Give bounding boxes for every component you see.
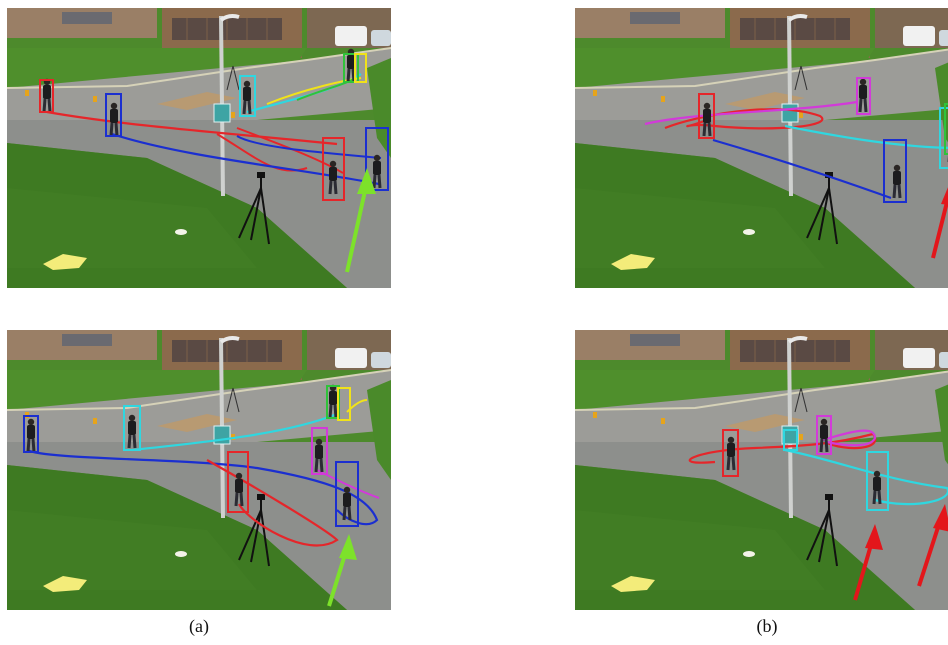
caption-a: (a) [189, 616, 209, 636]
track-box-blue [335, 461, 359, 527]
track-box-cyan [239, 75, 256, 117]
track-box-red [698, 93, 715, 139]
caption-b: (b) [756, 616, 778, 636]
track-box-cyan [783, 429, 798, 451]
track-box-magenta [311, 427, 328, 475]
track-box-red [722, 429, 739, 477]
track-box-red [227, 451, 249, 513]
scene-image [7, 8, 391, 288]
track-box-red [39, 79, 54, 113]
track-box-blue [23, 415, 39, 453]
track-box-cyan [123, 405, 141, 451]
green-arrow [345, 168, 376, 273]
track-box-red [322, 137, 345, 201]
track-box-blue [105, 93, 122, 137]
red-arrow [853, 524, 883, 601]
red-arrow [931, 187, 948, 259]
tracking-frame-b-bottom [575, 330, 948, 610]
scene-image [575, 8, 948, 288]
tracking-frame-a-bottom [7, 330, 391, 610]
track-box-green [343, 53, 359, 83]
track-box-green [944, 103, 948, 155]
track-box-yellow [354, 53, 367, 83]
track-box-magenta [856, 77, 871, 115]
track-box-blue [365, 127, 389, 191]
green-arrow [327, 534, 357, 607]
red-arrow [917, 504, 948, 587]
track-box-blue [883, 139, 907, 203]
tracking-frame-b-top [575, 8, 948, 288]
track-box-cyan [866, 451, 889, 511]
scene-image [575, 330, 948, 610]
tracking-frame-a-top [7, 8, 391, 288]
scene-image [7, 330, 391, 610]
track-box-cyan [939, 107, 948, 169]
track-box-magenta [816, 415, 832, 455]
track-box-yellow [337, 387, 351, 421]
